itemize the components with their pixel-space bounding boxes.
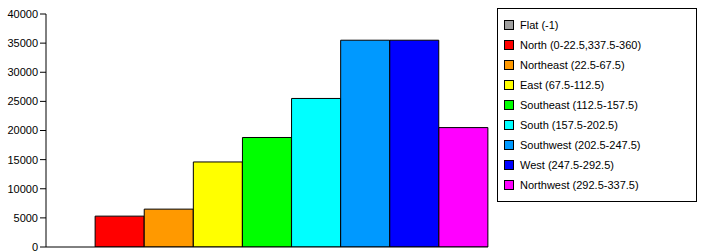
svg-text:5000: 5000 [14, 212, 38, 224]
html-text:Southeast (112.5-157.5): Southeast (112.5-157.5) [520, 99, 638, 111]
html-text:Southwest (202.5-247.5): Southwest (202.5-247.5) [520, 139, 641, 151]
html-text:East (67.5-112.5): East (67.5-112.5) [520, 79, 605, 91]
html-text:South (157.5-202.5): South (157.5-202.5) [520, 119, 618, 131]
html-text:Flat (-1): Flat (-1) [520, 19, 559, 31]
svg-text:20000: 20000 [8, 124, 38, 136]
svg-text:15000: 15000 [8, 154, 38, 166]
html-text:North (0-22.5,337.5-360): North (0-22.5,337.5-360) [520, 39, 642, 51]
svg-text:35000: 35000 [8, 37, 38, 49]
svg-text:0: 0 [32, 241, 38, 251]
html-text:Northeast (22.5-67.5): Northeast (22.5-67.5) [520, 59, 625, 71]
svg-text:25000: 25000 [8, 95, 38, 107]
svg-text:30000: 30000 [8, 66, 38, 78]
svg-text:10000: 10000 [8, 183, 38, 195]
html-text:Northwest (292.5-337.5): Northwest (292.5-337.5) [520, 179, 639, 191]
svg-text:40000: 40000 [8, 8, 38, 20]
html-text:West (247.5-292.5): West (247.5-292.5) [520, 159, 614, 171]
